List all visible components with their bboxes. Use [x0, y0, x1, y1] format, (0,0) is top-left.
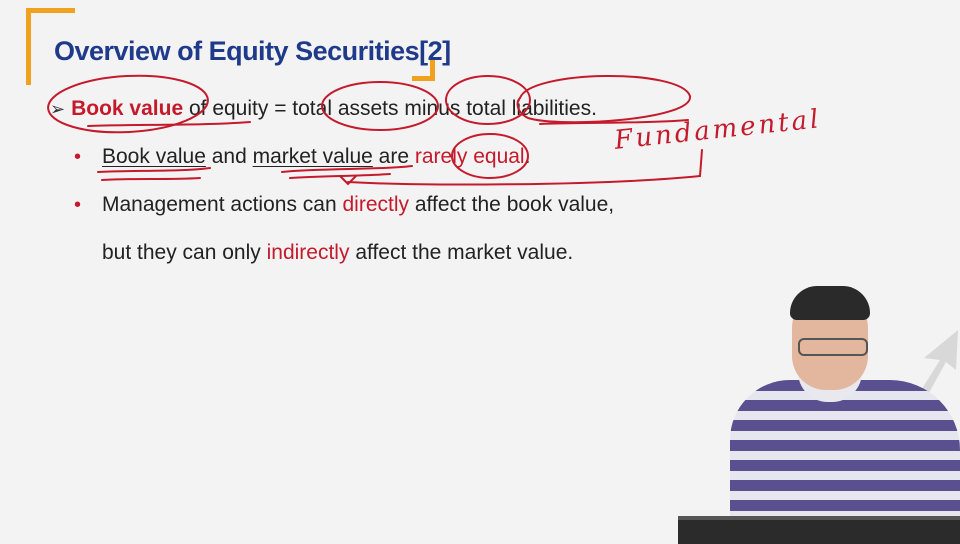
term-total-assets: total assets [292, 97, 399, 120]
ink-underline-book-value-2b [101, 177, 201, 181]
text-are: are [372, 145, 415, 168]
bullet-line-2-continued: but they can only indirectly affect the … [102, 241, 573, 265]
presenter-sweater [730, 380, 960, 540]
definition-line: ➢ Book value of equity = total assets min… [50, 97, 597, 121]
handwritten-annotation: Fundamental [613, 104, 823, 156]
arrow-bullet-icon: ➢ [50, 99, 66, 119]
text-but-they-can: but they can only [102, 241, 267, 264]
bullet-dot-icon: • [74, 194, 82, 216]
term-indirectly: indirectly [266, 241, 350, 264]
title-bracket-bottom-right [412, 58, 435, 81]
text-affect-book: affect the book value, [409, 193, 615, 216]
text-of-equity: of equity = [183, 97, 293, 120]
period-2: . [524, 145, 531, 168]
ink-underline-book-value [87, 121, 251, 127]
term-market-value: market value [252, 145, 373, 168]
presenter-glasses [798, 338, 868, 356]
bullet-line-1: Book value and market value are rarely e… [102, 145, 530, 169]
title-bracket-top-left [26, 8, 75, 85]
ink-arrow-tick [339, 175, 357, 186]
term-total-liabilities: total liabilities [466, 97, 592, 120]
ink-underline-market-value-2 [289, 173, 391, 179]
period: . [591, 97, 597, 120]
podium [678, 516, 960, 544]
text-affect-market: affect the market value. [349, 241, 574, 264]
text-and: and [205, 145, 253, 168]
presenter [700, 280, 960, 540]
bullet-line-2: Management actions can directly affect t… [102, 193, 614, 217]
term-rarely-equal: rarely equal [414, 145, 525, 168]
term-book-value: Book value [71, 97, 184, 120]
text-minus: minus [398, 97, 467, 120]
presenter-hair [790, 286, 870, 320]
slide-title: Overview of Equity Securities[2] [54, 36, 451, 66]
bullet-dot-icon: • [74, 146, 82, 168]
term-book-value-2: Book value [102, 145, 206, 168]
text-management-actions: Management actions can [102, 193, 343, 216]
term-directly: directly [342, 193, 410, 216]
